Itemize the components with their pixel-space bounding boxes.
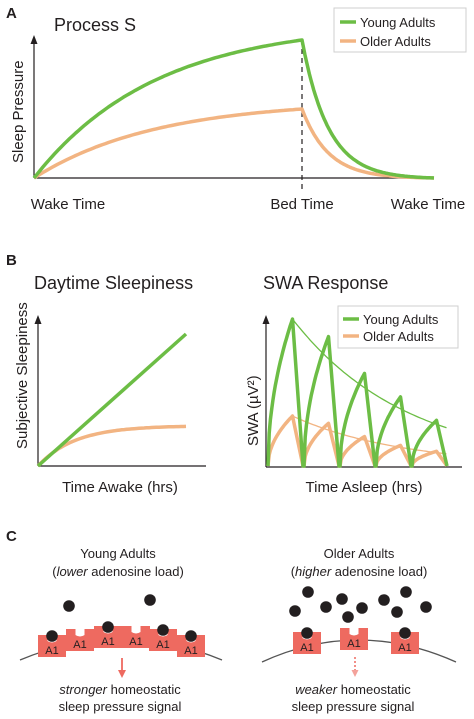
older-free-adenosine xyxy=(289,586,432,623)
a1-receptor: A1 xyxy=(149,624,177,651)
bound-adenosine xyxy=(46,630,58,642)
panel-b-left-ylabel: Subjective Sleepiness xyxy=(14,302,31,449)
receptor-label: A1 xyxy=(300,642,313,654)
a1-receptor: A1 xyxy=(122,626,150,648)
legend-b: Young Adults Older Adults xyxy=(337,305,459,349)
young-heading: Young Adults xyxy=(80,546,156,561)
panel-b-left-y-axis-arrow xyxy=(34,315,42,324)
receptor-body xyxy=(149,629,177,651)
young-signal-text-line2: sleep pressure signal xyxy=(59,699,182,714)
adenosine-molecule xyxy=(420,601,432,613)
a1-receptor: A1 xyxy=(38,630,66,657)
adenosine-molecule xyxy=(378,594,390,606)
young-signal-arrow-head xyxy=(118,670,126,678)
adenosine-molecule xyxy=(356,602,368,614)
panel-c-letter: C xyxy=(6,528,17,545)
receptor-body xyxy=(177,635,205,657)
older-signal-text-line2: sleep pressure signal xyxy=(292,699,415,714)
receptor-label: A1 xyxy=(73,639,86,651)
legend-box xyxy=(337,305,459,349)
legend-older-label: Older Adults xyxy=(363,329,434,344)
receptor-label: A1 xyxy=(129,636,142,648)
bound-adenosine xyxy=(102,621,114,633)
swa-older-curve xyxy=(266,414,449,468)
older-receptor-group: A1 A1 A1 xyxy=(293,627,419,654)
legend-box xyxy=(333,7,467,53)
older-signal-arrow-head xyxy=(351,670,359,677)
older-heading: Older Adults xyxy=(324,546,395,561)
adenosine-molecule xyxy=(342,611,354,623)
legend-older-label: Older Adults xyxy=(360,34,431,49)
older-signal-text: weaker homeostatic xyxy=(295,682,411,697)
a1-receptor: A1 xyxy=(293,627,321,654)
receptor-body xyxy=(38,635,66,657)
bound-adenosine xyxy=(157,624,169,636)
daytime-sleepiness-older-curve xyxy=(36,424,187,468)
panel-b-right-title: SWA Response xyxy=(263,273,388,293)
adenosine-molecule xyxy=(320,601,332,613)
adenosine-molecule xyxy=(144,594,156,606)
x-tick-wake-time-start: Wake Time xyxy=(31,196,105,213)
swa-young-curve xyxy=(266,317,449,468)
adenosine-molecule xyxy=(400,586,412,598)
panel-a-letter: A xyxy=(6,5,17,22)
panel-a-young-curve xyxy=(32,38,435,180)
panel-b-right-ylabel: SWA (µV²) xyxy=(245,375,262,446)
panel-a-y-axis-arrow xyxy=(30,35,38,44)
swa-young-envelope-curve xyxy=(291,318,447,429)
receptor-label: A1 xyxy=(156,639,169,651)
panel-a-title: Process S xyxy=(54,15,136,35)
panel-a-ylabel: Sleep Pressure xyxy=(10,60,27,163)
adenosine-molecule xyxy=(302,586,314,598)
a1-receptor: A1 xyxy=(66,629,94,651)
a1-receptor: A1 xyxy=(391,627,419,654)
receptor-label: A1 xyxy=(398,642,411,654)
receptor-body xyxy=(122,626,150,648)
receptor-label: A1 xyxy=(45,645,58,657)
a1-receptor: A1 xyxy=(340,628,368,650)
adenosine-molecule xyxy=(336,593,348,605)
receptor-label: A1 xyxy=(101,636,114,648)
bound-adenosine xyxy=(185,630,197,642)
legend-young-label: Young Adults xyxy=(360,15,436,30)
bound-adenosine xyxy=(301,627,313,639)
panel-a-older-curve xyxy=(33,107,435,180)
young-signal-text: stronger homeostatic xyxy=(59,682,181,697)
receptor-label: A1 xyxy=(347,638,360,650)
receptor-body xyxy=(66,629,94,651)
receptor-body xyxy=(94,626,122,648)
adenosine-molecule xyxy=(391,606,403,618)
older-load-text: (higher adenosine load) xyxy=(291,564,428,579)
receptor-label: A1 xyxy=(184,645,197,657)
daytime-sleepiness-young-line xyxy=(36,332,188,468)
panel-b-right-y-axis-arrow xyxy=(262,315,270,324)
adenosine-molecule xyxy=(289,605,301,617)
swa-older-envelope-curve xyxy=(292,415,447,455)
legend-young-label: Young Adults xyxy=(363,312,439,327)
x-tick-wake-time-end: Wake Time xyxy=(391,196,465,213)
panel-b-left-xlabel: Time Awake (hrs) xyxy=(62,479,178,496)
bound-adenosine xyxy=(399,627,411,639)
panel-b-letter: B xyxy=(6,252,17,269)
young-receptor-group: A1 A1 A1 A1 A1 A1 xyxy=(38,621,205,657)
legend-a: Young Adults Older Adults xyxy=(333,7,467,53)
panel-b-right-xlabel: Time Asleep (hrs) xyxy=(306,479,423,496)
panel-b-left-title: Daytime Sleepiness xyxy=(34,273,193,293)
young-load-text: (lower adenosine load) xyxy=(52,564,184,579)
receptor-body xyxy=(391,632,419,654)
adenosine-molecule xyxy=(63,600,75,612)
receptor-body xyxy=(293,632,321,654)
receptor-body xyxy=(340,628,368,650)
x-tick-bed-time: Bed Time xyxy=(270,196,333,213)
young-free-adenosine xyxy=(63,594,156,612)
a1-receptor: A1 xyxy=(177,630,205,657)
a1-receptor: A1 xyxy=(94,621,122,648)
